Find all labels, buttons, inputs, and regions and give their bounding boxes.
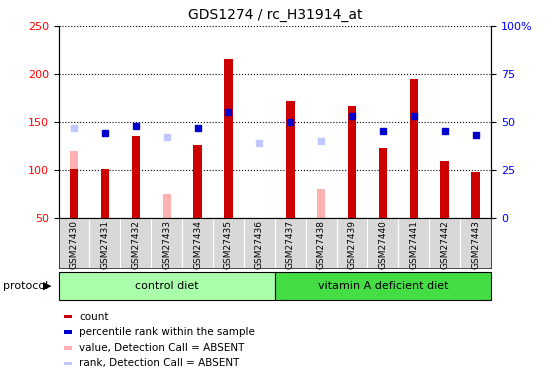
Text: GSM27441: GSM27441: [410, 220, 418, 269]
Text: value, Detection Call = ABSENT: value, Detection Call = ABSENT: [79, 343, 244, 352]
Text: GSM27432: GSM27432: [131, 220, 140, 269]
Bar: [286, 101, 295, 217]
Text: GSM27437: GSM27437: [286, 220, 295, 269]
Bar: [70, 150, 78, 217]
Text: ▶: ▶: [44, 281, 52, 291]
Text: rank, Detection Call = ABSENT: rank, Detection Call = ABSENT: [79, 358, 239, 368]
Bar: [100, 169, 109, 217]
Bar: [70, 169, 78, 217]
Text: control diet: control diet: [135, 281, 199, 291]
Bar: [224, 59, 233, 217]
Text: GSM27443: GSM27443: [471, 220, 480, 269]
Bar: [132, 136, 140, 218]
Bar: [163, 194, 171, 217]
Title: GDS1274 / rc_H31914_at: GDS1274 / rc_H31914_at: [187, 9, 362, 22]
Bar: [379, 148, 387, 217]
Bar: [348, 106, 357, 218]
Bar: [193, 145, 202, 218]
Text: GSM27442: GSM27442: [440, 220, 449, 269]
Text: count: count: [79, 312, 109, 321]
Text: GSM27433: GSM27433: [162, 220, 171, 269]
Bar: [318, 189, 325, 217]
Text: GSM27435: GSM27435: [224, 220, 233, 269]
Text: GSM27434: GSM27434: [193, 220, 202, 269]
Bar: [410, 79, 418, 218]
Text: GSM27430: GSM27430: [70, 220, 79, 269]
Bar: [472, 172, 480, 217]
Bar: [59, 272, 275, 300]
Text: GSM27440: GSM27440: [378, 220, 387, 269]
Bar: [275, 272, 491, 300]
Text: protocol: protocol: [3, 281, 48, 291]
Text: percentile rank within the sample: percentile rank within the sample: [79, 327, 255, 337]
Text: GSM27439: GSM27439: [348, 220, 357, 269]
Text: GSM27431: GSM27431: [100, 220, 109, 269]
Bar: [225, 206, 232, 218]
Bar: [440, 161, 449, 218]
Text: GSM27438: GSM27438: [316, 220, 326, 269]
Text: vitamin A deficient diet: vitamin A deficient diet: [318, 281, 448, 291]
Text: GSM27436: GSM27436: [255, 220, 264, 269]
